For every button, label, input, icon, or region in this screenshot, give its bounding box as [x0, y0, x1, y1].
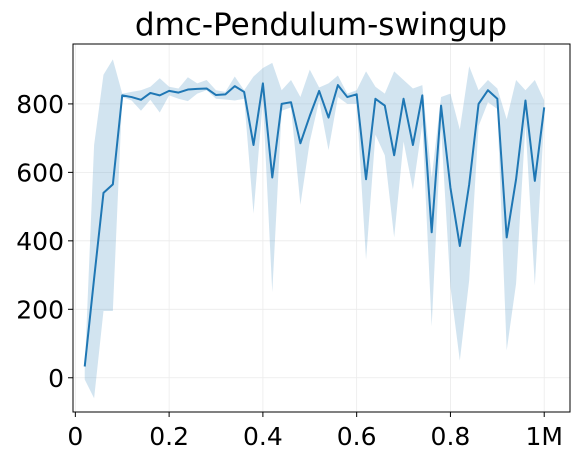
y-tick-label: 600 — [16, 158, 64, 187]
plot-frame — [72, 43, 571, 413]
x-axis-ticks: 0 0.2 0.4 0.6 0.8 1M — [67, 412, 563, 451]
x-tick-label: 1M — [525, 422, 562, 451]
x-tick-label: 0 — [67, 422, 83, 451]
y-tick-label: 400 — [16, 227, 64, 256]
axes-frame — [72, 43, 571, 413]
y-axis-ticks: 0 200 400 600 800 — [16, 90, 73, 393]
x-tick-label: 0.6 — [337, 422, 377, 451]
grid — [73, 44, 570, 412]
chart-title: dmc-Pendulum-swingup — [135, 7, 507, 43]
y-tick-label: 800 — [16, 90, 64, 119]
x-tick-label: 0.2 — [149, 422, 189, 451]
confidence-band — [84, 59, 545, 399]
x-tick-label: 0.4 — [243, 422, 283, 451]
band-area — [84, 59, 545, 399]
x-tick-label: 0.8 — [431, 422, 471, 451]
y-tick-label: 200 — [16, 295, 64, 324]
y-tick-label: 0 — [48, 364, 64, 393]
series-line — [83, 82, 546, 367]
mean-line — [83, 82, 546, 367]
